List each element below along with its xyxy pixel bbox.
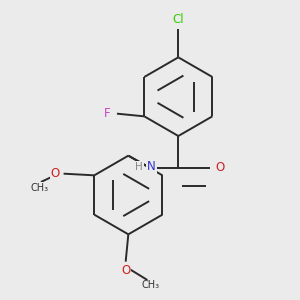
Text: N: N [147, 160, 156, 173]
Text: O: O [215, 161, 225, 174]
Text: CH₃: CH₃ [30, 183, 48, 193]
Text: Cl: Cl [172, 13, 184, 26]
Text: O: O [51, 167, 60, 180]
Text: O: O [121, 263, 130, 277]
Text: H: H [136, 162, 143, 172]
Text: CH₃: CH₃ [142, 280, 160, 290]
Text: F: F [104, 107, 111, 120]
